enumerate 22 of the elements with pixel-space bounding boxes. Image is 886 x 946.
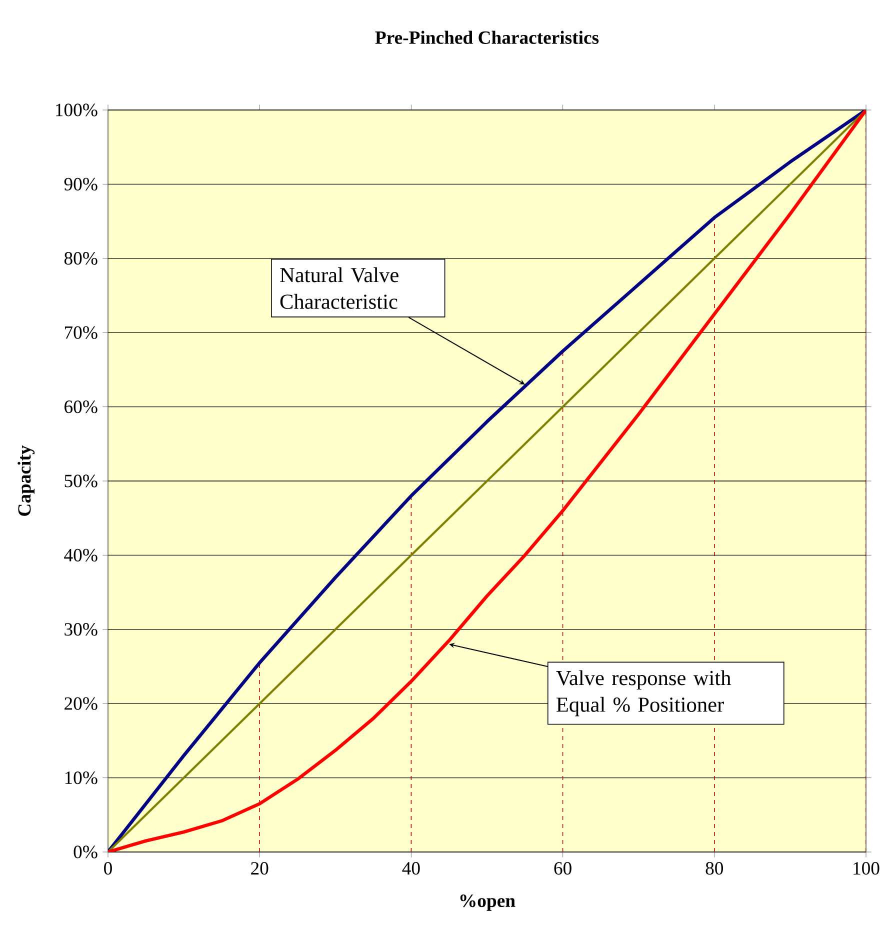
- y-tick-label: 0%: [74, 846, 98, 858]
- x-tick-label: 100: [854, 862, 880, 875]
- chart-title: Pre-Pinched Characteristics: [375, 30, 599, 44]
- x-tick-label: 0: [104, 862, 112, 875]
- x-tick-label: 20: [251, 862, 268, 875]
- y-tick-label: 30%: [64, 623, 98, 636]
- y-tick-label: 100%: [56, 104, 98, 116]
- y-tick-label: 90%: [64, 178, 98, 191]
- y-tick-label: 80%: [64, 252, 98, 265]
- x-tick-label: 40: [402, 862, 420, 875]
- x-tick-label: 80: [706, 862, 724, 875]
- annotation: Natural Valve Characteristic: [280, 267, 398, 309]
- x-axis-title: %open: [460, 894, 516, 911]
- y-axis-title: Capacity: [18, 445, 35, 516]
- y-tick-label: 10%: [65, 771, 98, 784]
- y-tick-label: 50%: [64, 474, 98, 488]
- annotation: Valve response with Equal % Positioner: [556, 670, 731, 716]
- y-tick-label: 70%: [64, 326, 98, 339]
- y-tick-label: 40%: [64, 548, 98, 562]
- y-tick-label: 20%: [64, 697, 98, 710]
- x-tick-label: 60: [554, 862, 572, 875]
- y-tick-label: 60%: [64, 400, 98, 414]
